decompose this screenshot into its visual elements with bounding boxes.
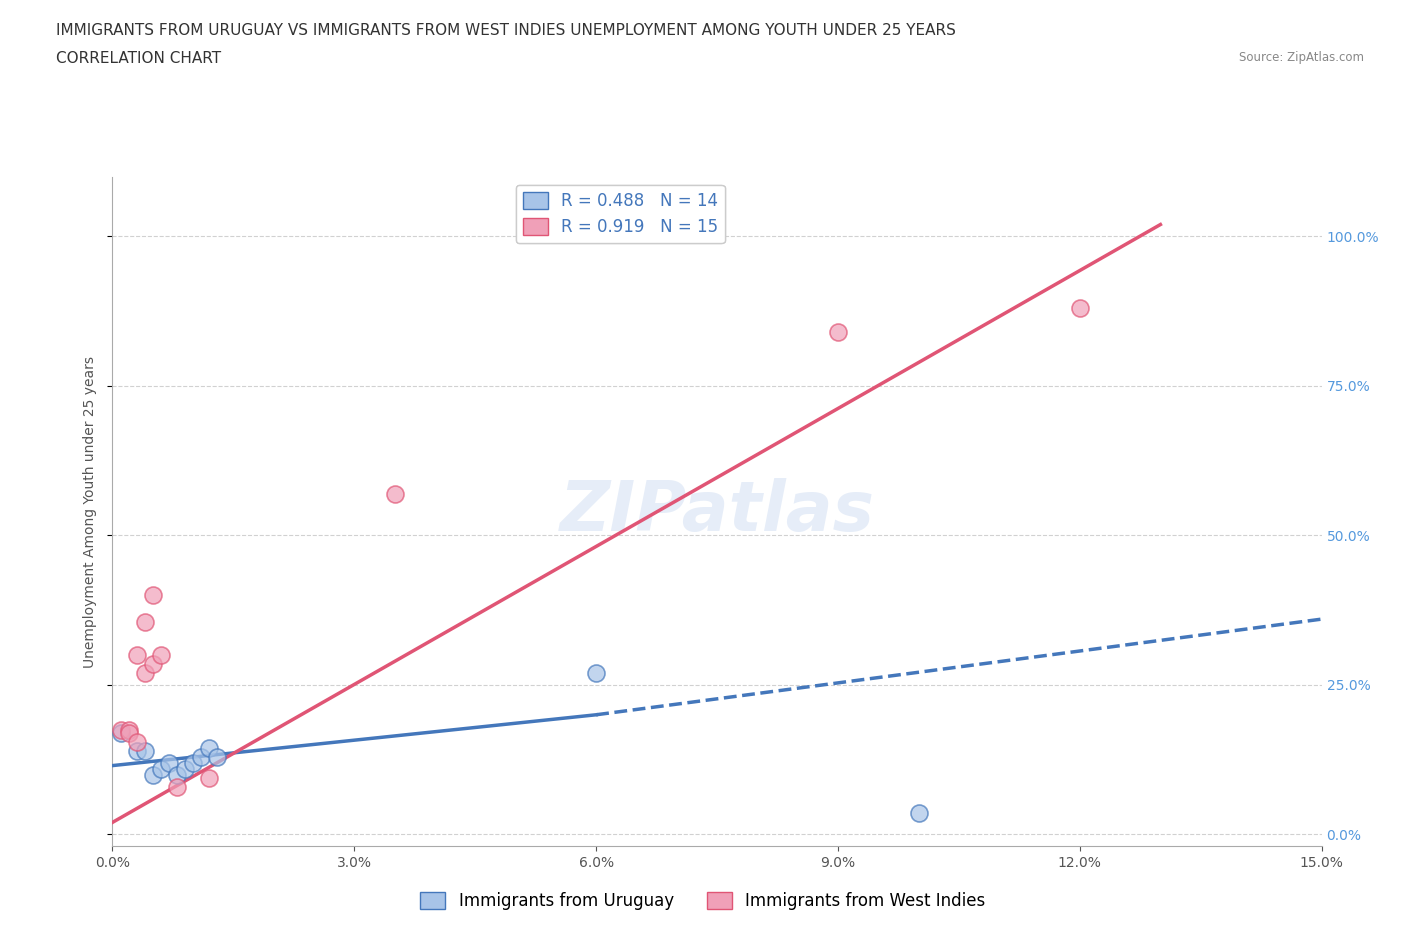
- Text: CORRELATION CHART: CORRELATION CHART: [56, 51, 221, 66]
- Point: [198, 740, 221, 755]
- Point: [181, 755, 204, 770]
- Text: IMMIGRANTS FROM URUGUAY VS IMMIGRANTS FROM WEST INDIES UNEMPLOYMENT AMONG YOUTH : IMMIGRANTS FROM URUGUAY VS IMMIGRANTS FR…: [56, 23, 956, 38]
- Point: [117, 725, 139, 740]
- Legend: Immigrants from Uruguay, Immigrants from West Indies: Immigrants from Uruguay, Immigrants from…: [413, 885, 993, 917]
- Point: [134, 666, 156, 681]
- Point: [166, 767, 188, 782]
- Point: [134, 615, 156, 630]
- Point: [142, 767, 165, 782]
- Point: [198, 770, 221, 785]
- Point: [166, 779, 188, 794]
- Text: Source: ZipAtlas.com: Source: ZipAtlas.com: [1239, 51, 1364, 64]
- Y-axis label: Unemployment Among Youth under 25 years: Unemployment Among Youth under 25 years: [83, 355, 97, 668]
- Point: [110, 725, 132, 740]
- Point: [125, 735, 148, 750]
- Point: [585, 666, 607, 681]
- Point: [149, 647, 172, 662]
- Point: [190, 750, 212, 764]
- Point: [125, 647, 148, 662]
- Point: [134, 743, 156, 758]
- Point: [907, 806, 929, 821]
- Point: [125, 743, 148, 758]
- Point: [174, 761, 197, 776]
- Point: [149, 761, 172, 776]
- Point: [142, 657, 165, 671]
- Point: [827, 325, 849, 339]
- Point: [207, 750, 229, 764]
- Point: [142, 588, 165, 603]
- Legend: R = 0.488   N = 14, R = 0.919   N = 15: R = 0.488 N = 14, R = 0.919 N = 15: [516, 185, 724, 243]
- Point: [117, 723, 139, 737]
- Point: [384, 486, 406, 501]
- Point: [110, 723, 132, 737]
- Point: [1069, 300, 1091, 315]
- Text: ZIPatlas: ZIPatlas: [560, 478, 875, 545]
- Point: [157, 755, 180, 770]
